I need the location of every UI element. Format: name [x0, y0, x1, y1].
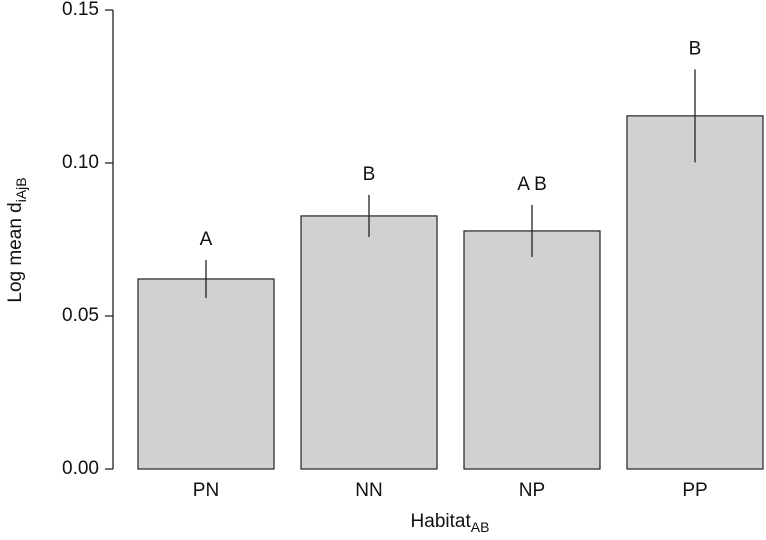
significance-label: A B — [517, 174, 547, 195]
y-tick-label: 0.10 — [62, 152, 99, 173]
bar — [137, 278, 275, 470]
bar — [626, 115, 764, 470]
y-tick-label: 0.05 — [62, 305, 99, 326]
bar — [300, 215, 438, 470]
significance-label: B — [363, 164, 376, 185]
significance-label: B — [689, 38, 702, 59]
x-label-sub: AB — [471, 519, 490, 535]
bar — [463, 230, 601, 470]
significance-label: A — [200, 229, 213, 250]
y-tick-label: 0.15 — [62, 0, 99, 20]
x-label-main: Habitat — [411, 511, 472, 532]
y-label-sub: iAjB — [13, 177, 29, 202]
x-tick-label: NP — [519, 480, 545, 501]
x-tick-label: PP — [682, 480, 707, 501]
y-tick-label: 0.00 — [62, 458, 99, 479]
y-axis-label: Log mean diAjB — [5, 177, 29, 302]
x-tick-label: PN — [193, 480, 219, 501]
y-label-main: Log mean d — [5, 202, 26, 302]
x-axis-label: HabitatAB — [411, 511, 490, 535]
x-tick-label: NN — [355, 480, 382, 501]
